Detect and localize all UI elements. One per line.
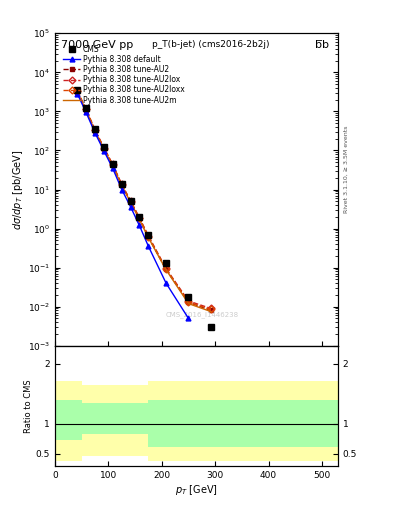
Pythia 8.308 default [129, 204, 133, 210]
Pythia 8.308 default [110, 165, 115, 172]
Pythia 8.308 tune-AU2loxx [146, 233, 151, 240]
CMS [239, 358, 244, 365]
Pythia 8.308 tune-AU2lox [102, 145, 107, 151]
CMS [164, 260, 169, 266]
Legend: CMS, Pythia 8.308 default, Pythia 8.308 tune-AU2, Pythia 8.308 tune-AU2lox, Pyth: CMS, Pythia 8.308 default, Pythia 8.308 … [62, 44, 186, 106]
Pythia 8.308 tune-AU2 [146, 234, 151, 240]
Pythia 8.308 default [102, 148, 107, 155]
Pythia 8.308 tune-AU2lox [137, 215, 142, 221]
Text: 7000 GeV pp: 7000 GeV pp [61, 39, 133, 50]
Y-axis label: Ratio to CMS: Ratio to CMS [24, 379, 33, 433]
Pythia 8.308 default [119, 186, 124, 193]
CMS [93, 126, 97, 132]
Pythia 8.308 tune-AU2loxx [129, 199, 133, 205]
Text: p_T(b-jet) (cms2016-2b2j): p_T(b-jet) (cms2016-2b2j) [152, 39, 269, 49]
Pythia 8.308 default [186, 315, 191, 322]
Pythia 8.308 tune-AU2 [137, 216, 142, 222]
Text: CMS_2016_I1446238: CMS_2016_I1446238 [165, 311, 239, 318]
Pythia 8.308 tune-AU2loxx [93, 127, 97, 134]
Pythia 8.308 tune-AU2 [209, 307, 213, 313]
Pythia 8.308 tune-AU2 [119, 182, 124, 188]
Pythia 8.308 tune-AU2 [93, 127, 97, 134]
CMS [84, 105, 88, 112]
Pythia 8.308 tune-AU2lox [146, 233, 151, 239]
Pythia 8.308 tune-AU2m [84, 107, 88, 113]
Pythia 8.308 tune-AU2 [186, 299, 191, 305]
Pythia 8.308 tune-AU2m [75, 89, 80, 95]
Line: Pythia 8.308 tune-AU2: Pythia 8.308 tune-AU2 [75, 89, 213, 313]
Pythia 8.308 default [146, 243, 151, 249]
Pythia 8.308 tune-AU2m [209, 309, 213, 315]
Pythia 8.308 tune-AU2lox [75, 88, 80, 94]
Line: Pythia 8.308 tune-AU2m: Pythia 8.308 tune-AU2m [77, 92, 211, 312]
Pythia 8.308 default [137, 222, 142, 228]
Pythia 8.308 tune-AU2loxx [209, 306, 213, 312]
CMS [129, 198, 133, 204]
CMS [119, 181, 124, 187]
Pythia 8.308 tune-AU2 [129, 199, 133, 205]
Pythia 8.308 tune-AU2lox [110, 161, 115, 167]
CMS [186, 294, 191, 300]
Pythia 8.308 tune-AU2lox [129, 198, 133, 204]
Pythia 8.308 tune-AU2loxx [84, 106, 88, 113]
Pythia 8.308 tune-AU2m [102, 146, 107, 153]
Pythia 8.308 tune-AU2m [119, 183, 124, 189]
Line: Pythia 8.308 tune-AU2lox: Pythia 8.308 tune-AU2lox [75, 89, 213, 311]
Pythia 8.308 tune-AU2lox [93, 127, 97, 133]
Pythia 8.308 default [84, 109, 88, 115]
Pythia 8.308 tune-AU2lox [186, 298, 191, 304]
CMS [75, 87, 80, 93]
Pythia 8.308 tune-AU2m [137, 217, 142, 223]
Pythia 8.308 tune-AU2m [110, 163, 115, 169]
CMS [110, 161, 115, 167]
Pythia 8.308 tune-AU2lox [209, 305, 213, 311]
Pythia 8.308 tune-AU2lox [164, 265, 169, 271]
Text: b̅b: b̅b [316, 39, 329, 50]
Pythia 8.308 tune-AU2loxx [75, 89, 80, 95]
Pythia 8.308 tune-AU2m [164, 267, 169, 273]
Pythia 8.308 tune-AU2 [84, 106, 88, 113]
CMS [146, 231, 151, 238]
Text: Rivet 3.1.10, ≥ 3.5M events: Rivet 3.1.10, ≥ 3.5M events [344, 125, 349, 212]
Y-axis label: $d\sigma/dp_T$ [pb/GeV]: $d\sigma/dp_T$ [pb/GeV] [11, 150, 25, 230]
CMS [209, 324, 213, 330]
Pythia 8.308 default [75, 91, 80, 97]
Pythia 8.308 tune-AU2loxx [137, 215, 142, 221]
Pythia 8.308 tune-AU2m [186, 301, 191, 307]
Pythia 8.308 tune-AU2loxx [186, 299, 191, 305]
X-axis label: $p_T$ [GeV]: $p_T$ [GeV] [175, 482, 218, 497]
Pythia 8.308 tune-AU2 [164, 266, 169, 272]
Pythia 8.308 default [93, 130, 97, 136]
Pythia 8.308 default [164, 280, 169, 286]
Pythia 8.308 tune-AU2m [146, 234, 151, 241]
Pythia 8.308 tune-AU2loxx [119, 182, 124, 188]
Pythia 8.308 tune-AU2 [75, 89, 80, 95]
Pythia 8.308 tune-AU2 [102, 146, 107, 152]
Pythia 8.308 tune-AU2 [110, 162, 115, 168]
CMS [102, 144, 107, 151]
Pythia 8.308 tune-AU2loxx [164, 266, 169, 272]
Pythia 8.308 tune-AU2m [129, 200, 133, 206]
Line: CMS: CMS [74, 87, 325, 415]
Pythia 8.308 tune-AU2loxx [102, 145, 107, 152]
Line: Pythia 8.308 default: Pythia 8.308 default [75, 92, 191, 321]
CMS [137, 214, 142, 220]
Pythia 8.308 tune-AU2m [93, 128, 97, 134]
Pythia 8.308 tune-AU2lox [84, 106, 88, 112]
CMS [320, 409, 324, 415]
Line: Pythia 8.308 tune-AU2loxx: Pythia 8.308 tune-AU2loxx [75, 89, 213, 312]
Pythia 8.308 tune-AU2loxx [110, 162, 115, 168]
CMS [279, 386, 284, 392]
Pythia 8.308 tune-AU2lox [119, 181, 124, 187]
